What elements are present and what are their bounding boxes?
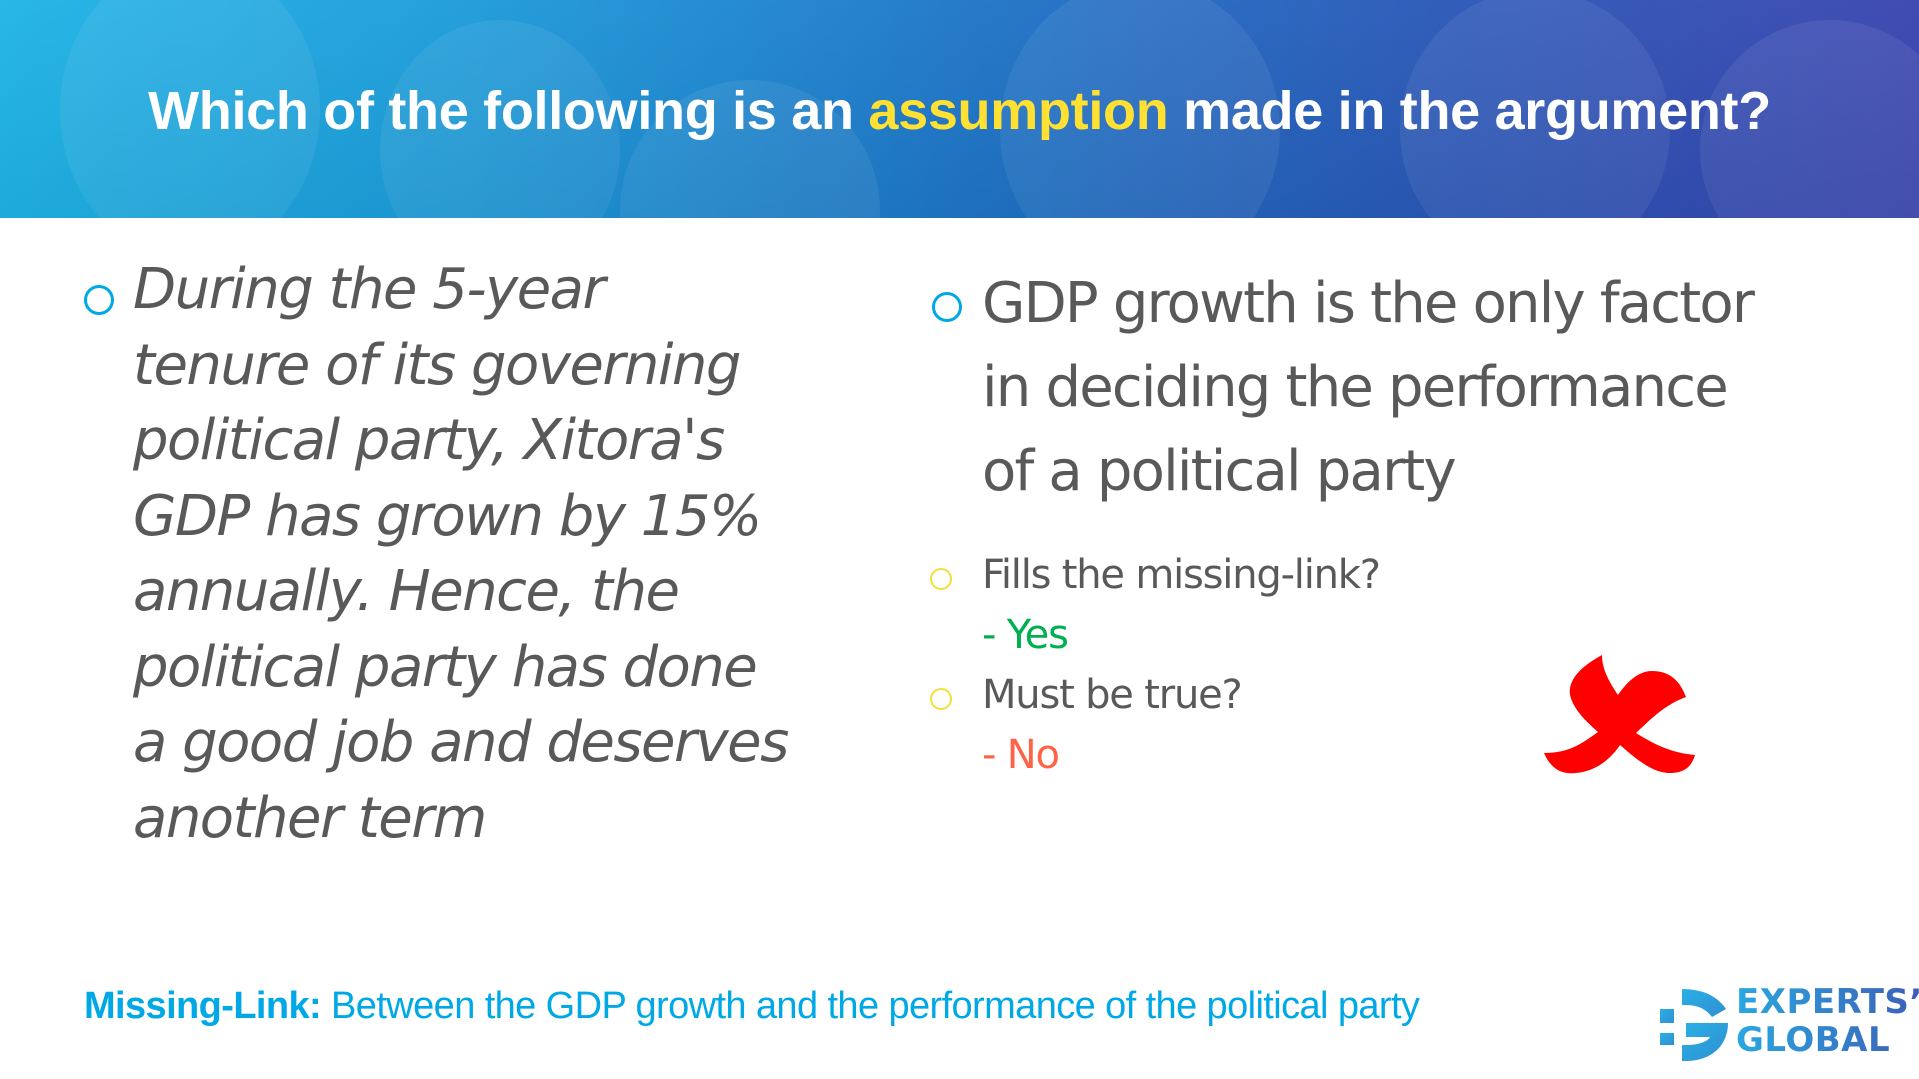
title-highlight: assumption [868,81,1169,141]
title-text: made in the argument? [1168,81,1771,141]
check-question-missing-link: Fills the missing-link? [982,552,1381,598]
question-title: Which of the following is an assumption … [0,80,1919,142]
check-answer-no: - No [982,732,1060,778]
experts-global-logo: EXPERTS’ GLOBAL [1656,983,1916,1063]
argument-bullet-icon [84,285,114,315]
argument-text: During the 5-year tenure of its governin… [133,257,789,851]
background-photo-face [60,0,320,218]
missing-link-label: Missing-Link: [84,985,322,1027]
missing-link-text: Between the GDP growth and the performan… [321,985,1420,1027]
missing-link-note: Missing-Link: Between the GDP growth and… [84,985,1420,1028]
check-question-must-be-true: Must be true? [982,672,1243,718]
header-banner: Which of the following is an assumption … [0,0,1919,218]
check-bullet-icon [930,568,952,590]
background-photo-face [1000,0,1280,218]
check-answer-yes: - Yes [982,612,1069,658]
red-cross-icon [1544,655,1695,774]
logo-g-icon [1660,989,1728,1061]
background-photo-face [380,20,620,218]
background-photo-face [1400,0,1670,218]
option-bullet-icon [932,292,962,322]
title-text: Which of the following is an [148,81,869,141]
check-bullet-icon [930,688,952,710]
option-text: GDP growth is the only factor in decidin… [982,271,1755,504]
logo-wordmark: EXPERTS’ GLOBAL [1736,983,1919,1059]
